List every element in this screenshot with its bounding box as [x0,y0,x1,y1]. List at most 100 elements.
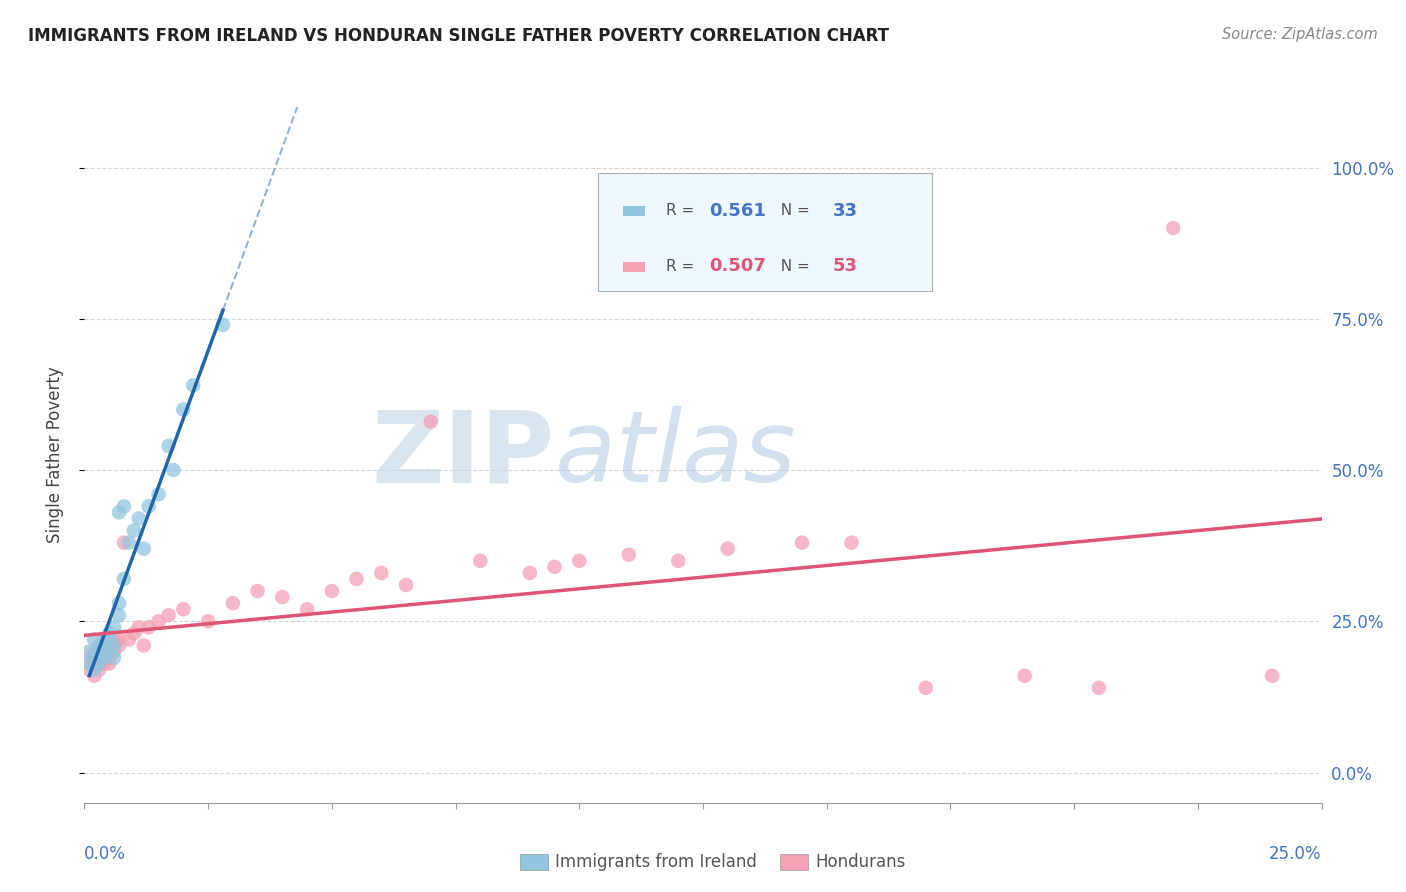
Point [617,548,640,562]
Point [271,590,294,604]
Point [212,318,235,332]
Point [108,639,131,653]
Text: N =: N = [770,203,814,218]
FancyBboxPatch shape [623,206,645,216]
Text: Hondurans: Hondurans [815,853,905,871]
Point [83,650,105,665]
Point [128,511,150,525]
Point [1161,221,1184,235]
Point [112,535,135,549]
Point [181,378,204,392]
Text: N =: N = [770,259,814,274]
Point [98,639,121,653]
Point [89,663,111,677]
Text: 0.0%: 0.0% [84,845,127,863]
Point [157,439,180,453]
Point [103,650,125,665]
Point [98,644,121,658]
Point [717,541,740,556]
Point [108,596,131,610]
Point [83,632,105,647]
Text: 53: 53 [832,257,858,276]
Point [470,554,492,568]
Text: 0.507: 0.507 [709,257,766,276]
Point [108,608,131,623]
Text: ZIP: ZIP [371,407,554,503]
Point [666,554,689,568]
Point [138,500,160,514]
Point [519,566,541,580]
Y-axis label: Single Father Poverty: Single Father Poverty [45,367,63,543]
Point [93,650,115,665]
Point [1088,681,1111,695]
Point [103,639,125,653]
Point [321,584,343,599]
Point [89,657,111,671]
Point [83,669,105,683]
Point [98,644,121,658]
Text: atlas: atlas [554,407,796,503]
Point [128,620,150,634]
Point [346,572,368,586]
Point [543,559,565,574]
Point [108,505,131,519]
Point [108,632,131,647]
Point [1014,669,1036,683]
Point [79,650,101,665]
Point [93,644,115,658]
Point [246,584,269,599]
Point [98,632,121,647]
Point [568,554,591,568]
Point [148,615,170,629]
Point [93,632,115,647]
Point [89,650,111,665]
Point [103,632,125,647]
Point [295,602,318,616]
Point [93,657,115,671]
Point [103,620,125,634]
Point [395,578,418,592]
Text: 33: 33 [832,202,858,219]
Point [98,657,121,671]
Point [83,644,105,658]
Point [914,681,936,695]
Point [112,500,135,514]
Point [148,487,170,501]
Point [118,632,141,647]
Point [98,650,121,665]
Point [79,657,101,671]
FancyBboxPatch shape [598,173,932,292]
Text: IMMIGRANTS FROM IRELAND VS HONDURAN SINGLE FATHER POVERTY CORRELATION CHART: IMMIGRANTS FROM IRELAND VS HONDURAN SING… [28,27,889,45]
Point [197,615,219,629]
Point [98,626,121,640]
Point [132,541,155,556]
Point [138,620,160,634]
FancyBboxPatch shape [623,261,645,272]
Text: R =: R = [666,259,699,274]
Point [419,415,441,429]
Point [93,639,115,653]
Text: 25.0%: 25.0% [1270,845,1322,863]
Text: Source: ZipAtlas.com: Source: ZipAtlas.com [1222,27,1378,42]
Point [172,402,194,417]
Point [172,602,194,616]
Point [1261,669,1284,683]
Point [83,663,105,677]
Point [157,608,180,623]
Point [93,632,115,647]
Point [162,463,184,477]
Point [790,535,813,549]
Point [89,657,111,671]
Point [89,639,111,653]
Point [103,644,125,658]
Point [79,663,101,677]
Point [118,535,141,549]
Text: 0.561: 0.561 [709,202,766,219]
Text: R =: R = [666,203,699,218]
Point [79,644,101,658]
Text: Immigrants from Ireland: Immigrants from Ireland [555,853,758,871]
Point [122,626,145,640]
Point [83,657,105,671]
Point [132,639,155,653]
Point [222,596,245,610]
